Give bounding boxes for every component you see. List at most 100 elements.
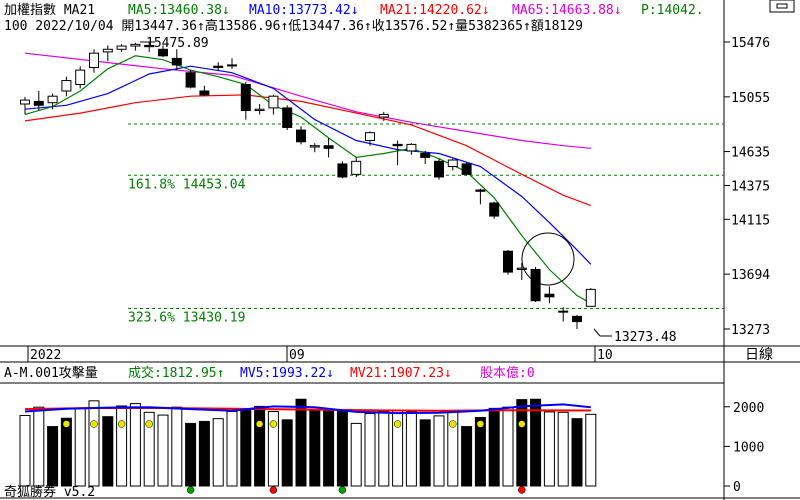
shares-readout: 股本億:0 xyxy=(480,365,535,381)
volume-bar-17 xyxy=(254,405,266,487)
volume-bar-28 xyxy=(405,411,417,487)
y-tick-label-2: 14635 xyxy=(731,146,770,161)
high-annotation: 15475.89 xyxy=(146,36,209,51)
volume-bar-33 xyxy=(474,416,486,487)
volume-bar-26 xyxy=(378,411,390,487)
volume-marker-1 xyxy=(90,420,98,428)
candle-body-22 xyxy=(323,145,334,149)
mv21-readout: MV21:1907.23↓ xyxy=(350,366,452,381)
candle-body-18 xyxy=(268,95,279,109)
ma10-readout: MA10:13773.42↓ xyxy=(249,3,359,18)
volume-indicator-title: A-M.001攻擊量 xyxy=(4,365,98,381)
candle-body-3 xyxy=(61,80,72,92)
volume-bar-4 xyxy=(74,407,86,487)
volume-bar-20 xyxy=(295,398,307,487)
candle-body-37 xyxy=(530,268,541,302)
volume-bar-23 xyxy=(336,411,348,487)
candle-body-20 xyxy=(296,129,306,143)
volume-bar-41 xyxy=(585,413,597,487)
volume-markers xyxy=(62,420,526,494)
timeframe-label[interactable]: 日線 xyxy=(745,347,773,363)
volume-bar-32 xyxy=(461,426,473,487)
ma10-line xyxy=(24,65,592,265)
candle-body-15 xyxy=(227,64,237,67)
vol-tick-label-2: 0 xyxy=(733,480,741,495)
highlight-circle xyxy=(521,232,575,286)
y-tick-label-1: 15055 xyxy=(731,91,770,106)
candle-body-34 xyxy=(489,202,500,217)
candle-body-4 xyxy=(75,69,86,85)
low-annotation: 13273.48 xyxy=(614,330,677,345)
x-label-09: 09 xyxy=(289,348,305,363)
volume-bar-8 xyxy=(129,403,141,487)
candle-body-11 xyxy=(171,57,182,66)
candle-body-1 xyxy=(33,100,44,106)
volume-bar-9 xyxy=(143,411,155,487)
volume-bar-13 xyxy=(198,420,210,487)
candle-body-5 xyxy=(89,52,99,69)
candle-body-26 xyxy=(378,113,389,118)
minimize-icon xyxy=(776,3,788,9)
volume-bar-18 xyxy=(267,411,279,487)
volume-bar-40 xyxy=(571,418,583,487)
volume-marker-2 xyxy=(117,420,126,428)
y-tick-label-4: 14115 xyxy=(731,213,770,228)
candle-body-35 xyxy=(503,250,513,273)
x-label-2022: 2022 xyxy=(30,348,61,363)
candle-body-10 xyxy=(158,48,168,57)
volume-bar-35 xyxy=(502,406,514,487)
candle-body-21 xyxy=(309,145,320,148)
fib-label-1: 323.6% 13430.19 xyxy=(128,311,245,326)
candle-body-38 xyxy=(544,293,555,298)
x-label-10: 10 xyxy=(597,348,613,363)
volume-marker-3 xyxy=(145,420,153,428)
candle-body-6 xyxy=(102,48,113,53)
volume-axis: 2000 1000 0 xyxy=(724,401,764,495)
candle-body-0 xyxy=(20,99,30,105)
volume-marker-0 xyxy=(62,420,71,428)
ma5-readout: MA5:13460.38↓ xyxy=(128,3,230,18)
quote-line: 100 2022/10/04 開13447.36↑高13586.96↑低1344… xyxy=(4,18,583,34)
volume-marker-12 xyxy=(338,486,347,494)
ma5-line xyxy=(24,55,592,304)
candle-body-29 xyxy=(420,153,431,158)
volume-bar-37 xyxy=(530,398,542,487)
candle-body-31 xyxy=(447,159,458,168)
candle-body-2 xyxy=(47,95,58,104)
candle-body-19 xyxy=(282,107,293,128)
volume-bar-16 xyxy=(240,408,252,487)
volume-bar-34 xyxy=(488,407,500,487)
low-leader xyxy=(593,328,601,337)
y-tick-label-5: 13694 xyxy=(731,268,770,283)
candle-body-28 xyxy=(406,143,417,152)
y-tick-label-6: 13273 xyxy=(731,323,770,338)
candle-body-39 xyxy=(558,310,569,313)
ma21-line xyxy=(24,94,592,207)
volume-bar-39 xyxy=(557,411,569,487)
volume-bar-6 xyxy=(102,416,114,487)
p-readout: P:14042. xyxy=(641,3,704,18)
volume-bar-30 xyxy=(433,415,445,487)
volume-bar-24 xyxy=(350,422,362,487)
volume-bar-11 xyxy=(171,406,183,487)
volume-bar-22 xyxy=(323,410,335,487)
volume-bar-19 xyxy=(281,419,293,487)
volume-bar-1 xyxy=(33,406,45,487)
volume-bars xyxy=(19,398,597,487)
ma65-readout: MA65:14663.88↓ xyxy=(512,3,622,18)
volume-marker-5 xyxy=(269,420,278,428)
volume-bar-25 xyxy=(364,413,376,487)
volume-marker-4 xyxy=(255,420,264,428)
volume-marker-8 xyxy=(476,420,485,428)
candle-body-25 xyxy=(365,132,375,141)
volume-marker-9 xyxy=(518,420,526,428)
y-tick-label-3: 14375 xyxy=(731,179,770,194)
candle-body-30 xyxy=(434,160,444,178)
candle-body-32 xyxy=(461,163,472,175)
volume-bar-15 xyxy=(226,411,238,487)
candle-body-7 xyxy=(116,45,127,50)
volume-marker-13 xyxy=(518,486,526,494)
volume-bar-21 xyxy=(309,409,321,487)
vol-tick-label-0: 2000 xyxy=(733,401,764,416)
volume-bar-38 xyxy=(543,411,555,487)
